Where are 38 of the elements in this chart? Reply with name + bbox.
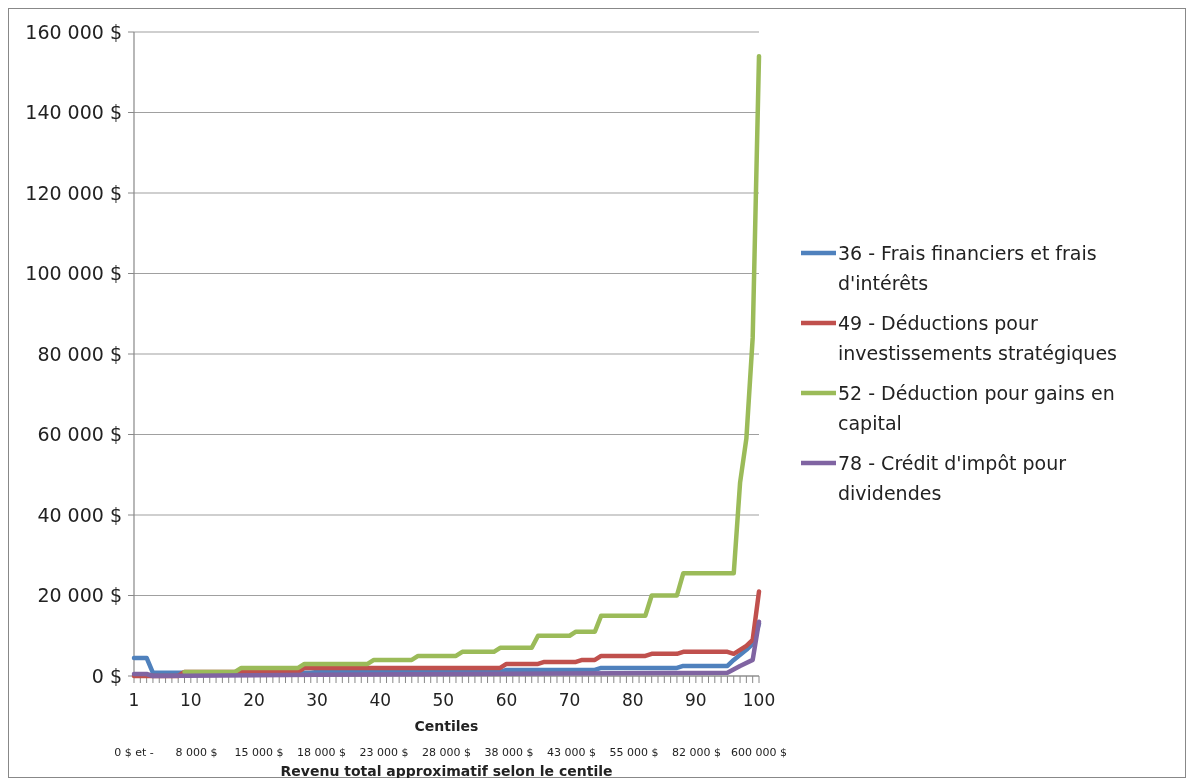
x-tick-label: 100 bbox=[742, 690, 776, 710]
x-tick-label: 80 bbox=[621, 690, 644, 710]
legend-label: 78 - Crédit d'impôt pour dividendes bbox=[838, 452, 1067, 504]
y-tick-label: 120 000 $ bbox=[25, 181, 122, 204]
text: 15 000 $ bbox=[234, 746, 284, 759]
text: 0 $ et - bbox=[114, 746, 154, 759]
y-tick-label: 80 000 $ bbox=[37, 342, 122, 365]
x-tick-label: 10 bbox=[180, 690, 202, 710]
text: 43 000 $ bbox=[547, 746, 596, 759]
legend-label: 52 - Déduction pour gains en capital bbox=[838, 382, 1115, 434]
y-tick-label: 0 $ bbox=[91, 664, 122, 687]
x-tick-label: 20 bbox=[243, 690, 265, 710]
text: 38 000 $ bbox=[484, 746, 534, 759]
x-axis-title: Centiles bbox=[414, 718, 479, 734]
y-tick-label: 100 000 $ bbox=[25, 262, 122, 285]
y-tick-label: 40 000 $ bbox=[37, 503, 122, 526]
x-tick-label: 40 bbox=[369, 690, 392, 710]
text: 55 000 $ bbox=[609, 746, 659, 759]
y-tick-label: 140 000 $ bbox=[25, 101, 122, 124]
x-tick-label: 30 bbox=[306, 690, 328, 710]
line-series bbox=[182, 53, 762, 675]
text: 82 000 $ bbox=[672, 746, 721, 759]
x-tick-label: 60 bbox=[495, 690, 518, 710]
x-tick-label: 1 bbox=[128, 690, 140, 710]
x2-axis-title: Revenu total approximatif selon le centile bbox=[280, 763, 613, 779]
text: 600 000 $ bbox=[731, 746, 787, 759]
legend-label: 36 - Frais financiers et frais d'intérêts bbox=[838, 242, 1097, 294]
text: 23 000 $ bbox=[359, 746, 409, 759]
text: 28 000 $ bbox=[422, 746, 471, 759]
text: 18 000 $ bbox=[297, 746, 346, 759]
x-tick-label: 90 bbox=[685, 690, 707, 710]
y-tick-label: 60 000 $ bbox=[37, 423, 122, 446]
y-tick-label: 160 000 $ bbox=[25, 20, 122, 43]
text: 8 000 $ bbox=[175, 746, 218, 759]
x-tick-label: 70 bbox=[558, 690, 581, 710]
legend-label: 49 - Déductions pour investissements stratégiques bbox=[838, 312, 1117, 364]
x-tick-label: 50 bbox=[432, 690, 455, 710]
y-tick-label: 20 000 $ bbox=[37, 584, 122, 607]
